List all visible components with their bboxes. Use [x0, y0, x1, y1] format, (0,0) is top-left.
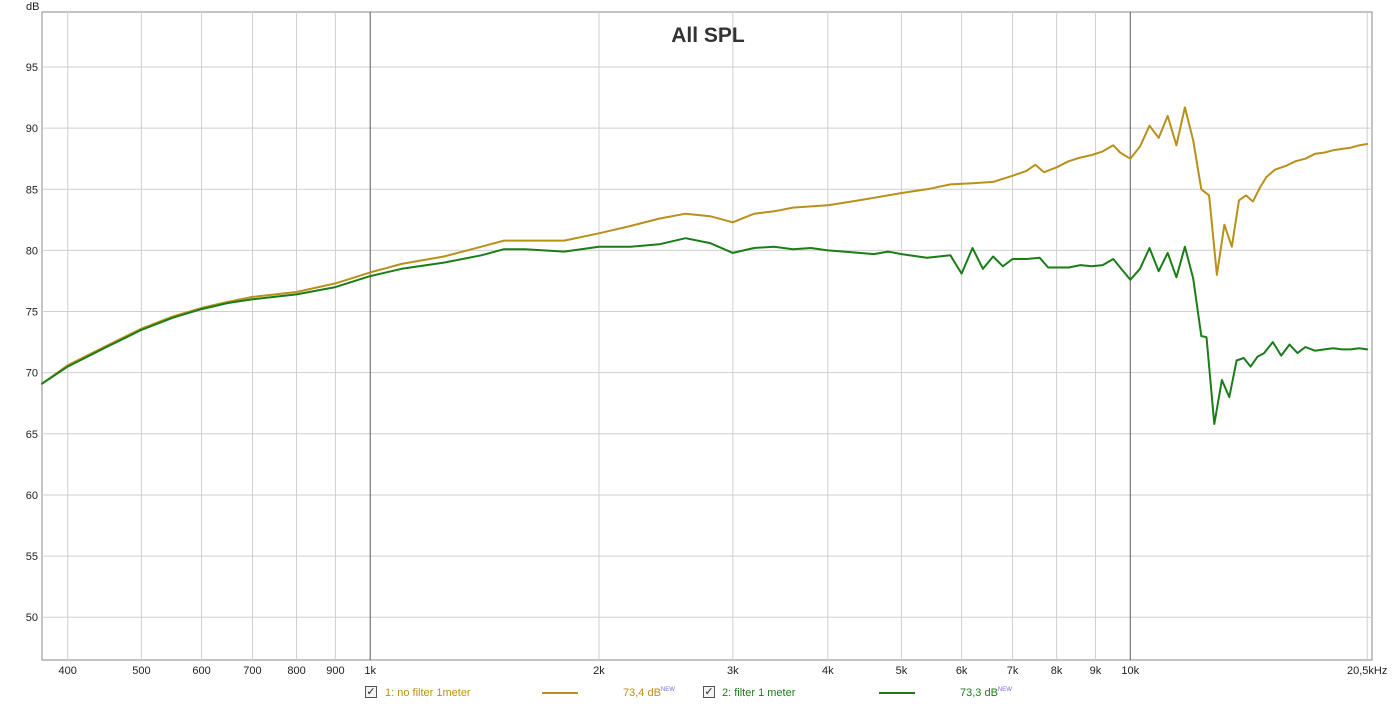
- y-axis-label: dB: [26, 1, 39, 13]
- y-tick-label: 80: [26, 245, 38, 257]
- x-tick-label: 9k: [1090, 665, 1102, 677]
- series-line-2: [41, 237, 1369, 425]
- series-2-value: 73,3 dBNEW: [960, 687, 1012, 699]
- series-1-label: 1: no filter 1meter: [385, 687, 471, 699]
- series-2-value-text: 73,3 dB: [960, 687, 998, 699]
- plot-background: [41, 11, 1373, 661]
- series-1-swatch: [542, 692, 578, 694]
- tick-labels: 50 55 60 65 70 75 80 85 90 95 400 500 600 700 800 900 1k…: [26, 62, 1388, 677]
- x-tick-label: 5k: [896, 665, 908, 677]
- x-tick-label: 10k: [1121, 665, 1139, 677]
- series-1-new-badge: NEW: [660, 687, 675, 693]
- series-2-checkbox[interactable]: ✓: [703, 686, 715, 698]
- x-tick-label: 3k: [727, 665, 739, 677]
- grid-lines: [42, 12, 1372, 660]
- x-tick-label: 6k: [956, 665, 968, 677]
- series-line-1: [41, 106, 1369, 385]
- x-tick-label: 400: [59, 665, 77, 677]
- y-tick-label: 90: [26, 123, 38, 135]
- y-tick-label: 65: [26, 429, 38, 441]
- chart-title: All SPL: [671, 24, 745, 47]
- legend: ✓ 1: no filter 1meter 73,4 dBNEW ✓ 2: fi…: [0, 684, 1395, 704]
- series-1-checkbox[interactable]: ✓: [365, 686, 377, 698]
- series-lines: [41, 106, 1369, 425]
- series-1-value: 73,4 dBNEW: [623, 687, 675, 699]
- x-tick-label: 20,5kHz: [1347, 665, 1387, 677]
- x-tick-label: 900: [326, 665, 344, 677]
- y-tick-label: 95: [26, 62, 38, 74]
- x-tick-label: 1k: [364, 665, 376, 677]
- y-tick-label: 50: [26, 612, 38, 624]
- y-tick-label: 70: [26, 368, 38, 380]
- x-tick-label: 600: [192, 665, 210, 677]
- series-2-swatch: [879, 692, 915, 694]
- x-tick-label: 7k: [1007, 665, 1019, 677]
- y-tick-label: 55: [26, 551, 38, 563]
- x-tick-label: 800: [287, 665, 305, 677]
- series-2-label: 2: filter 1 meter: [722, 687, 796, 699]
- y-tick-label: 85: [26, 184, 38, 196]
- x-tick-label: 4k: [822, 665, 834, 677]
- x-tick-label: 500: [132, 665, 150, 677]
- x-tick-label: 700: [243, 665, 261, 677]
- y-tick-label: 75: [26, 307, 38, 319]
- series-1-value-text: 73,4 dB: [623, 687, 661, 699]
- x-tick-label: 2k: [593, 665, 605, 677]
- series-2-new-badge: NEW: [997, 687, 1012, 693]
- y-tick-label: 60: [26, 490, 38, 502]
- x-tick-label: 8k: [1051, 665, 1063, 677]
